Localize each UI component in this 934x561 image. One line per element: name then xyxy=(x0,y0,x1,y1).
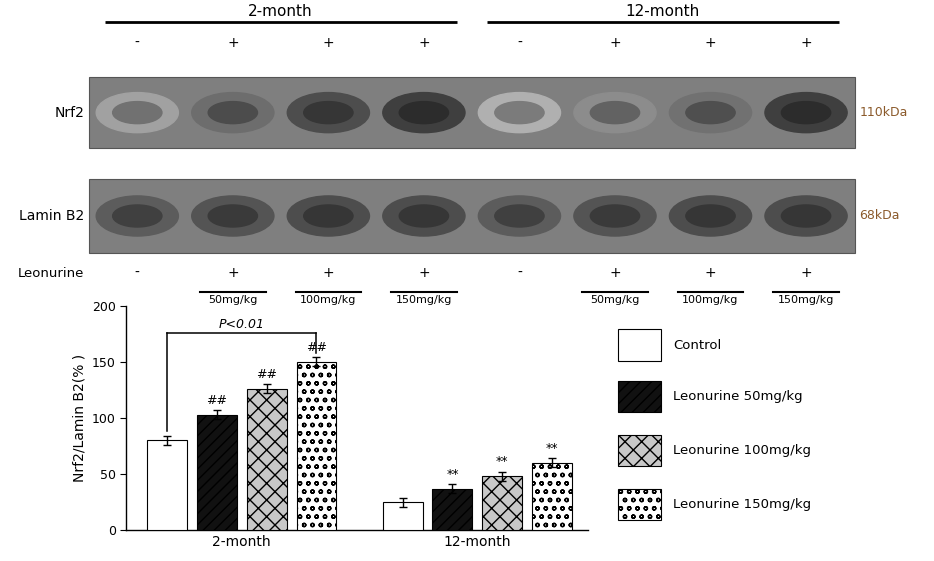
Text: -: - xyxy=(134,266,140,280)
Text: +: + xyxy=(322,266,334,280)
Text: Lamin B2: Lamin B2 xyxy=(19,209,84,223)
Text: +: + xyxy=(800,36,812,50)
Bar xyxy=(197,415,236,530)
Ellipse shape xyxy=(113,205,162,227)
Ellipse shape xyxy=(288,196,370,236)
Ellipse shape xyxy=(304,102,353,123)
Ellipse shape xyxy=(590,205,640,227)
Text: 2-month: 2-month xyxy=(248,3,313,19)
Text: ##: ## xyxy=(306,341,327,354)
Ellipse shape xyxy=(590,102,640,123)
Bar xyxy=(618,435,661,466)
Ellipse shape xyxy=(670,93,752,133)
Ellipse shape xyxy=(478,93,560,133)
Text: +: + xyxy=(322,36,334,50)
Ellipse shape xyxy=(686,205,735,227)
Text: Leonurine 150mg/kg: Leonurine 150mg/kg xyxy=(673,498,812,511)
Ellipse shape xyxy=(208,102,258,123)
Ellipse shape xyxy=(288,93,370,133)
Text: P<0.01: P<0.01 xyxy=(219,318,264,331)
Ellipse shape xyxy=(670,196,752,236)
Text: **: ** xyxy=(545,442,559,455)
Text: 100mg/kg: 100mg/kg xyxy=(300,296,357,305)
Text: ##: ## xyxy=(256,368,277,381)
Bar xyxy=(482,476,522,530)
Y-axis label: Nrf2/Lamin B2(% ): Nrf2/Lamin B2(% ) xyxy=(72,354,86,482)
Ellipse shape xyxy=(573,196,656,236)
Ellipse shape xyxy=(191,93,274,133)
Text: 68kDa: 68kDa xyxy=(859,209,899,223)
Bar xyxy=(618,329,661,361)
Text: 150mg/kg: 150mg/kg xyxy=(396,296,452,305)
Text: +: + xyxy=(609,36,621,50)
Text: +: + xyxy=(227,36,239,50)
Ellipse shape xyxy=(113,102,162,123)
Text: +: + xyxy=(704,266,716,280)
Text: 50mg/kg: 50mg/kg xyxy=(208,296,258,305)
Ellipse shape xyxy=(478,196,560,236)
Text: +: + xyxy=(609,266,621,280)
Ellipse shape xyxy=(782,205,830,227)
Ellipse shape xyxy=(765,196,847,236)
Text: 12-month: 12-month xyxy=(626,3,700,19)
Text: -: - xyxy=(517,266,522,280)
Text: 110kDa: 110kDa xyxy=(859,106,908,119)
Ellipse shape xyxy=(399,102,448,123)
Text: 150mg/kg: 150mg/kg xyxy=(778,296,834,305)
Ellipse shape xyxy=(96,93,178,133)
Text: 100mg/kg: 100mg/kg xyxy=(683,296,739,305)
Bar xyxy=(432,489,473,530)
Bar xyxy=(89,179,855,253)
Ellipse shape xyxy=(304,205,353,227)
Bar xyxy=(89,77,855,148)
Text: +: + xyxy=(418,36,430,50)
Ellipse shape xyxy=(399,205,448,227)
Bar xyxy=(247,389,287,530)
Text: **: ** xyxy=(446,468,459,481)
Bar xyxy=(383,502,422,530)
Text: +: + xyxy=(227,266,239,280)
Ellipse shape xyxy=(495,102,545,123)
Ellipse shape xyxy=(208,205,258,227)
Text: Control: Control xyxy=(673,338,722,352)
Bar xyxy=(618,489,661,520)
Bar xyxy=(532,463,573,530)
Ellipse shape xyxy=(573,93,656,133)
Ellipse shape xyxy=(191,196,274,236)
Text: ##: ## xyxy=(206,394,227,407)
Text: +: + xyxy=(418,266,430,280)
Ellipse shape xyxy=(765,93,847,133)
Ellipse shape xyxy=(686,102,735,123)
Bar xyxy=(147,440,187,530)
Text: -: - xyxy=(134,36,140,50)
Text: Leonurine: Leonurine xyxy=(18,266,84,279)
Ellipse shape xyxy=(383,196,465,236)
Bar xyxy=(618,381,661,412)
Text: Nrf2: Nrf2 xyxy=(54,105,84,119)
Ellipse shape xyxy=(495,205,545,227)
Text: +: + xyxy=(704,36,716,50)
Ellipse shape xyxy=(782,102,830,123)
Text: 50mg/kg: 50mg/kg xyxy=(590,296,640,305)
Ellipse shape xyxy=(383,93,465,133)
Ellipse shape xyxy=(96,196,178,236)
Text: -: - xyxy=(517,36,522,50)
Text: +: + xyxy=(800,266,812,280)
Text: Leonurine 50mg/kg: Leonurine 50mg/kg xyxy=(673,390,803,403)
Text: Leonurine 100mg/kg: Leonurine 100mg/kg xyxy=(673,444,812,457)
Text: **: ** xyxy=(496,456,508,468)
Bar xyxy=(296,362,336,530)
